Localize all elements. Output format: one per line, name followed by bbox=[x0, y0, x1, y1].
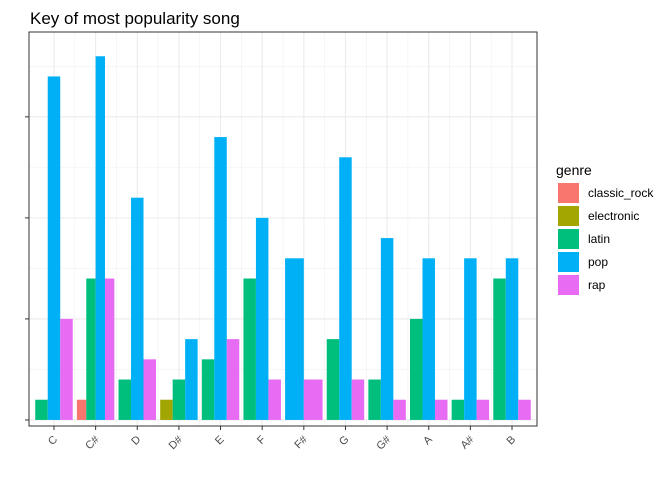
bar-classic_rock-C# bbox=[76, 399, 87, 420]
bar-pop-C# bbox=[95, 56, 105, 420]
bar-rap-E bbox=[226, 339, 240, 420]
x-tick-label: G# bbox=[374, 433, 393, 452]
x-tick-label: D bbox=[129, 434, 143, 448]
bar-latin-F bbox=[243, 278, 256, 420]
x-tick-label: A# bbox=[458, 433, 477, 452]
bar-latin-C# bbox=[86, 278, 96, 420]
x-axis-ticks: C C# D D# E F F# G G# A A# B bbox=[46, 426, 518, 453]
x-tick-label: C bbox=[46, 434, 60, 448]
bar-pop-E bbox=[214, 137, 227, 420]
bar-pop-G bbox=[339, 157, 352, 420]
legend-label-rap: rap bbox=[588, 278, 606, 292]
legend-key-rap bbox=[558, 275, 579, 295]
x-tick-label: A bbox=[421, 433, 435, 447]
legend: genre classic_rock electronic latin pop rap bbox=[556, 162, 654, 295]
bar-rap-G bbox=[351, 379, 365, 420]
chart-title: Key of most popularity song bbox=[30, 9, 240, 28]
bar-rap-A# bbox=[476, 399, 490, 420]
bar-latin-A# bbox=[451, 399, 465, 420]
bar-pop-C bbox=[47, 76, 61, 420]
bar-rap-G# bbox=[393, 399, 406, 420]
legend-label-latin: latin bbox=[588, 232, 610, 246]
bar-pop-F bbox=[255, 217, 269, 420]
bar-rap-D bbox=[143, 359, 156, 420]
bar-pop-G# bbox=[380, 238, 394, 420]
bar-latin-E bbox=[201, 359, 215, 420]
legend-title: genre bbox=[556, 162, 592, 178]
bar-latin-C bbox=[35, 399, 48, 420]
x-tick-label: F bbox=[255, 433, 268, 446]
legend-label-classic_rock: classic_rock bbox=[588, 186, 654, 200]
bar-pop-D bbox=[131, 197, 144, 420]
bar-latin-D bbox=[118, 379, 132, 420]
x-tick-label: B bbox=[504, 434, 518, 448]
x-tick-label: G bbox=[337, 434, 352, 449]
bar-pop-B bbox=[505, 258, 519, 420]
bar-latin-B bbox=[493, 278, 506, 420]
bar-latin-D# bbox=[172, 379, 186, 420]
bar-pop-A bbox=[422, 258, 435, 420]
x-tick-label: C# bbox=[83, 433, 102, 452]
bar-latin-A bbox=[410, 318, 423, 420]
bar-rap-B bbox=[518, 399, 531, 420]
bar-electronic-D# bbox=[160, 399, 173, 420]
panel-border bbox=[28, 31, 538, 427]
bar-pop-A# bbox=[464, 258, 477, 420]
bar-rap-F bbox=[268, 379, 281, 420]
bar-rap-C bbox=[60, 318, 73, 420]
bars bbox=[35, 56, 531, 420]
legend-key-electronic bbox=[558, 206, 579, 226]
x-tick-label: D# bbox=[167, 433, 186, 452]
x-tick-label: F# bbox=[292, 433, 310, 451]
bar-rap-A bbox=[434, 399, 448, 420]
bar-rap-C# bbox=[104, 278, 115, 420]
bar-latin-G# bbox=[368, 379, 381, 420]
legend-label-electronic: electronic bbox=[588, 209, 639, 223]
legend-label-pop: pop bbox=[588, 255, 608, 269]
x-tick-label: E bbox=[213, 434, 227, 448]
bar-pop-D# bbox=[185, 339, 198, 420]
bar-latin-G bbox=[326, 339, 340, 420]
bar-pop-F# bbox=[285, 258, 304, 420]
legend-key-latin bbox=[558, 229, 579, 249]
legend-key-classic_rock bbox=[558, 183, 579, 203]
bar-rap-F# bbox=[303, 379, 323, 420]
legend-key-pop bbox=[558, 252, 579, 272]
